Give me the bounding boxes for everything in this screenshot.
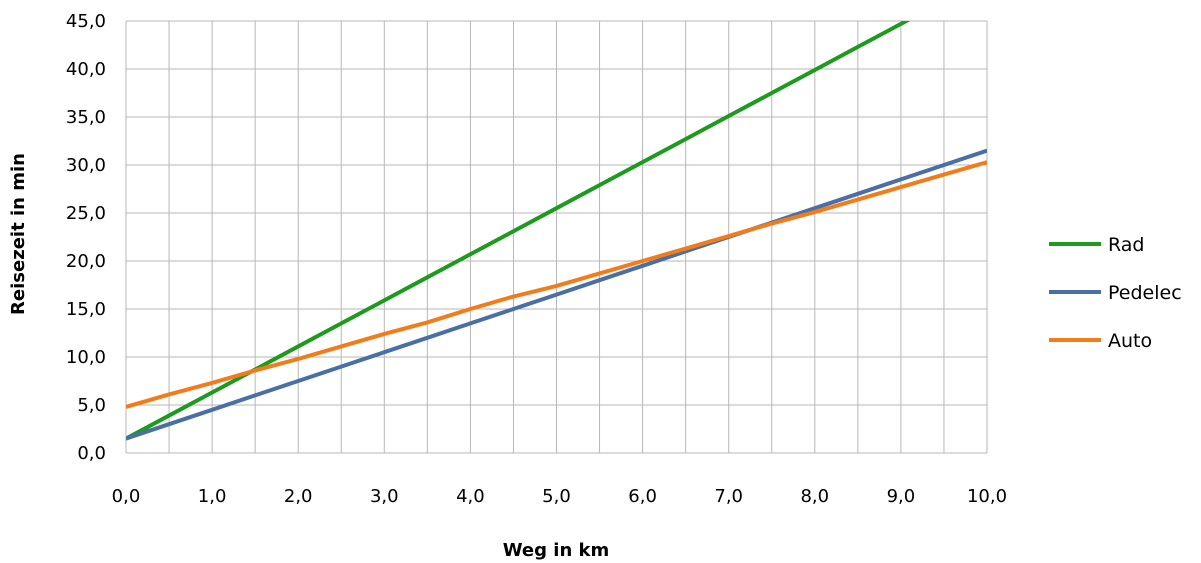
series-line-pedelec xyxy=(126,148,987,441)
x-tick-label: 2,0 xyxy=(284,486,313,507)
y-tick-label: 0,0 xyxy=(77,443,106,464)
series-line-rad xyxy=(126,21,911,441)
x-tick-label: 5,0 xyxy=(542,486,571,507)
x-tick-label: 8,0 xyxy=(800,486,829,507)
y-tick-label: 20,0 xyxy=(66,251,106,272)
x-tick-label: 4,0 xyxy=(456,486,485,507)
x-axis-title: Weg in km xyxy=(503,540,610,561)
x-tick-label: 0,0 xyxy=(112,486,141,507)
legend-label: Auto xyxy=(1108,330,1152,352)
legend-label: Rad xyxy=(1108,234,1145,256)
x-axis-ticks: 0,0 1,0 2,0 3,0 4,0 5,0 6,0 7,0 8,0 9,0 10,0 xyxy=(112,486,1007,507)
x-tick-label: 6,0 xyxy=(628,486,657,507)
y-tick-label: 15,0 xyxy=(66,299,106,320)
legend-item-auto: Auto xyxy=(1049,330,1152,352)
y-tick-label: 40,0 xyxy=(66,59,106,80)
x-tick-label: 1,0 xyxy=(198,486,227,507)
legend-item-pedelec: Pedelec xyxy=(1049,282,1182,304)
series-line-auto xyxy=(126,160,987,409)
legend-label: Pedelec xyxy=(1108,282,1182,304)
grid xyxy=(125,20,988,454)
x-tick-label: 9,0 xyxy=(887,486,916,507)
x-tick-label: 3,0 xyxy=(370,486,399,507)
y-axis-title: Reisezeit in min xyxy=(8,153,29,315)
y-tick-label: 30,0 xyxy=(66,155,106,176)
x-tick-label: 7,0 xyxy=(714,486,743,507)
y-tick-label: 5,0 xyxy=(77,395,106,416)
legend-item-rad: Rad xyxy=(1049,234,1145,256)
y-axis-ticks: 0,0 5,0 10,0 15,0 20,0 25,0 30,0 35,0 40,0 45,0 xyxy=(66,11,106,464)
y-tick-label: 25,0 xyxy=(66,203,106,224)
y-tick-label: 35,0 xyxy=(66,107,106,128)
legend: Rad Pedelec Auto xyxy=(1049,234,1182,352)
x-tick-label: 10,0 xyxy=(967,486,1007,507)
y-tick-label: 45,0 xyxy=(66,11,106,32)
y-tick-label: 10,0 xyxy=(66,347,106,368)
series-lines xyxy=(126,21,987,441)
